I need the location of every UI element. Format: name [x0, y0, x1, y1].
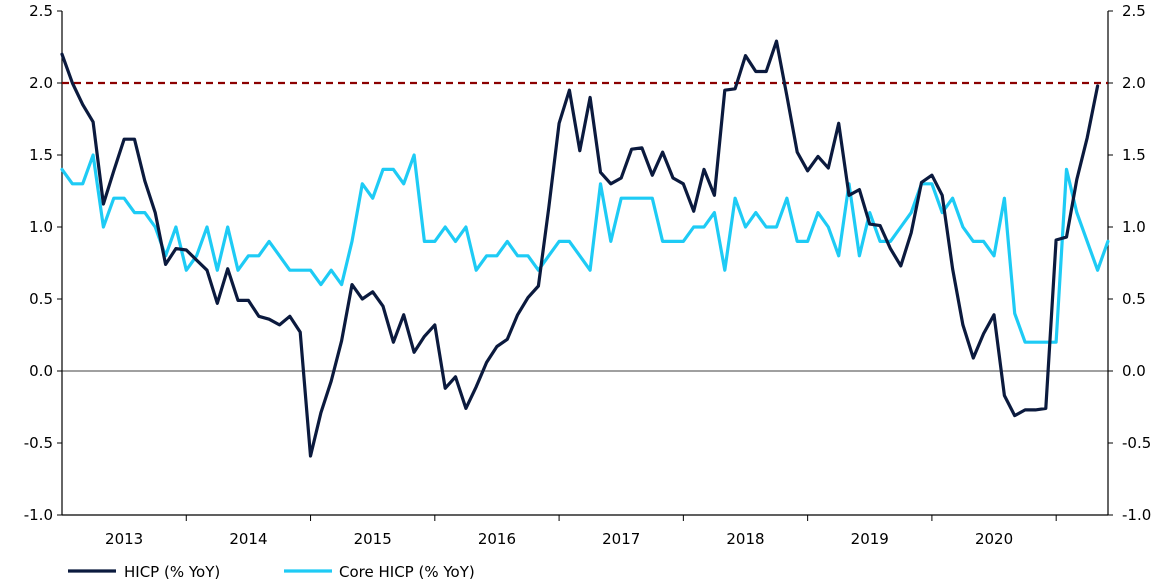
y-tick-right-label: 2.5: [1122, 2, 1146, 20]
legend-label-core-hicp: Core HICP (% YoY): [339, 563, 475, 581]
y-tick-right-label: 1.0: [1122, 218, 1146, 236]
y-tick-left-label: 0.5: [29, 290, 53, 308]
y-tick-right-label: 0.5: [1122, 290, 1146, 308]
chart-series-layer: [60, 39, 1110, 458]
y-tick-left-label: -1.0: [24, 506, 53, 524]
x-tick-label: 2015: [354, 530, 392, 548]
chart-axes-layer: -1.0 -1.0 -0.5 -0.5 0.0 0.0 0.5 0.5 1.0 1.0 1.5 1.5…: [24, 2, 1152, 548]
x-tick-label: 2017: [602, 530, 640, 548]
x-tick-label: 2013: [105, 530, 143, 548]
legend-label-hicp: HICP (% YoY): [124, 563, 220, 581]
y-tick-right-label: 0.0: [1122, 362, 1146, 380]
x-tick-label: 2014: [229, 530, 267, 548]
x-tick-label: 2019: [851, 530, 889, 548]
x-tick-label: 2020: [975, 530, 1013, 548]
y-tick-left-label: -0.5: [24, 434, 53, 452]
y-tick-right-label: 1.5: [1122, 146, 1146, 164]
y-tick-left-label: 2.5: [29, 2, 53, 20]
chart-legend: HICP (% YoY) Core HICP (% YoY): [68, 563, 475, 581]
x-tick-label: 2016: [478, 530, 516, 548]
x-tick-label: 2018: [726, 530, 764, 548]
y-tick-right-label: -1.0: [1122, 506, 1151, 524]
y-tick-right-label: 2.0: [1122, 74, 1146, 92]
y-tick-left-label: 1.0: [29, 218, 53, 236]
y-tick-left-label: 0.0: [29, 362, 53, 380]
y-tick-left-label: 2.0: [29, 74, 53, 92]
hicp-series-line: [60, 39, 1100, 458]
y-tick-left-label: 1.5: [29, 146, 53, 164]
core-hicp-series-line: [60, 153, 1110, 344]
y-tick-right-label: -0.5: [1122, 434, 1151, 452]
